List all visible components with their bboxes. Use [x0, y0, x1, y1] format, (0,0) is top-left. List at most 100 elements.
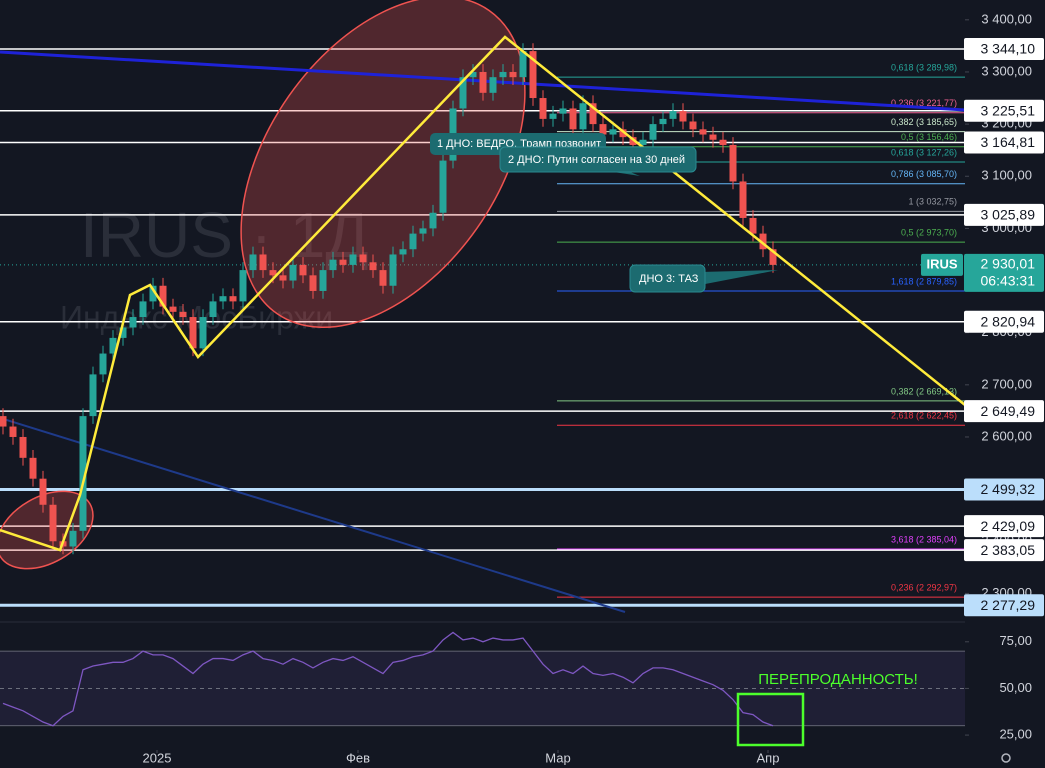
candle-body [399, 249, 407, 255]
candle-body [349, 254, 357, 265]
fib-label: 1,618 (2 879,85) [891, 276, 957, 286]
candle-body [419, 228, 427, 234]
price-label-box [964, 515, 1044, 538]
candle-body [149, 285, 157, 302]
candle-body [609, 129, 617, 135]
annotation-box [499, 146, 697, 173]
candle-body [639, 139, 647, 145]
candle-body [29, 457, 37, 479]
candle-body [69, 530, 77, 547]
candle-body [259, 254, 267, 271]
candle-body [729, 144, 737, 182]
annotation: ПЕРЕПРОДАННОСТЬ! [758, 671, 918, 688]
symbol-box [921, 253, 963, 276]
settings-icon[interactable] [1001, 753, 1011, 763]
candle-body [509, 71, 517, 78]
candle-body [359, 254, 367, 263]
candle-body [539, 98, 547, 119]
fib-label: 1 (3 032,75) [908, 197, 957, 207]
rsi-tick-label: 50,00 [999, 680, 1032, 695]
annotations: 1 ДНО: ВЕДРО. Трамп позвонит 2 ДНО: Пути… [430, 133, 778, 293]
fib-label: 2,618 (2 622,45) [891, 411, 957, 421]
fib-label: 0,5 (2 973,70) [901, 227, 957, 237]
candle-body [619, 129, 627, 138]
candle-body [49, 504, 57, 542]
fib-label: 0,236 (3 221,77) [891, 98, 957, 108]
price-label: 3 025,89 [981, 207, 1036, 223]
candle-body [239, 270, 247, 302]
candle-body [209, 301, 217, 318]
fib-label: 0,382 (3 185,65) [891, 117, 957, 127]
fib-label: 3,618 (2 385,04) [891, 534, 957, 544]
candle-body [119, 327, 127, 338]
candle-body [289, 264, 297, 281]
symbol-label: IRUS [926, 256, 957, 271]
rsi-line [2, 631, 774, 727]
price-label: 2 277,29 [981, 597, 1036, 613]
candle-body [139, 301, 147, 318]
x-tick-label: Фев [346, 750, 370, 765]
candle-body [479, 71, 487, 93]
time-axis: 2025 Фев Мар Апр [143, 750, 780, 765]
price-label: 3 344,10 [981, 41, 1036, 57]
candle-body [199, 317, 207, 349]
candle-body [189, 317, 197, 349]
candle-body [769, 249, 777, 265]
price-label-box [964, 539, 1044, 562]
candle-body [0, 416, 7, 427]
annotation-box [629, 264, 706, 293]
candle-body [299, 264, 307, 276]
candle-body [579, 103, 587, 130]
price-label-box [964, 203, 1044, 226]
annotation-pointer [700, 270, 778, 285]
candle-body [529, 51, 537, 99]
rsi-tick-label: 75,00 [999, 633, 1032, 648]
price-label: 2 820,94 [981, 313, 1036, 329]
candle-body [599, 124, 607, 135]
candle-body [379, 270, 387, 286]
rsi-tick-label: 25,00 [999, 727, 1032, 742]
candle-body [569, 108, 577, 130]
price-label: 2 499,32 [981, 481, 1036, 497]
candle-body [249, 254, 257, 271]
candle-body [409, 233, 417, 250]
candle-body [669, 111, 677, 119]
price-label-box [964, 478, 1044, 501]
candle-body [329, 259, 337, 271]
trend-line [0, 417, 626, 613]
fib-label: 0,236 (2 292,97) [891, 582, 957, 592]
candle-body [99, 353, 107, 375]
y-tick-label: 3 400,00 [981, 11, 1032, 26]
x-tick-label: Апр [757, 750, 780, 765]
fib-label: 0,5 (3 156,46) [901, 132, 957, 142]
price-label: 3 225,51 [981, 103, 1036, 119]
watermark: Индекс МосБиржи [60, 299, 333, 335]
last-price-box [964, 253, 1044, 292]
price-label-box [964, 400, 1044, 423]
candle-body [739, 181, 747, 218]
zigzag [0, 35, 966, 552]
candle-body [459, 77, 467, 109]
candle-body [309, 275, 317, 291]
price-label-box [964, 37, 1044, 60]
y-tick-label: 2 600,00 [981, 428, 1032, 443]
candle-body [489, 77, 497, 93]
candle-body [129, 317, 137, 328]
last-price-label: 2 930,01 [981, 256, 1036, 272]
candle-body [19, 436, 27, 458]
candle-body [269, 270, 277, 276]
candle-body [179, 311, 187, 318]
candle-body [169, 306, 177, 312]
candle-body [389, 254, 397, 286]
highlight-box [736, 692, 805, 747]
x-tick-label: Мар [545, 750, 570, 765]
candle-body [429, 212, 437, 229]
price-label: 2 429,09 [981, 518, 1036, 534]
candle-body [699, 129, 707, 135]
countdown: 06:43:31 [981, 273, 1036, 289]
candle-body [369, 262, 377, 271]
x-tick-label: 2025 [143, 750, 172, 765]
candle-body [79, 416, 87, 531]
candle-body [759, 233, 767, 250]
